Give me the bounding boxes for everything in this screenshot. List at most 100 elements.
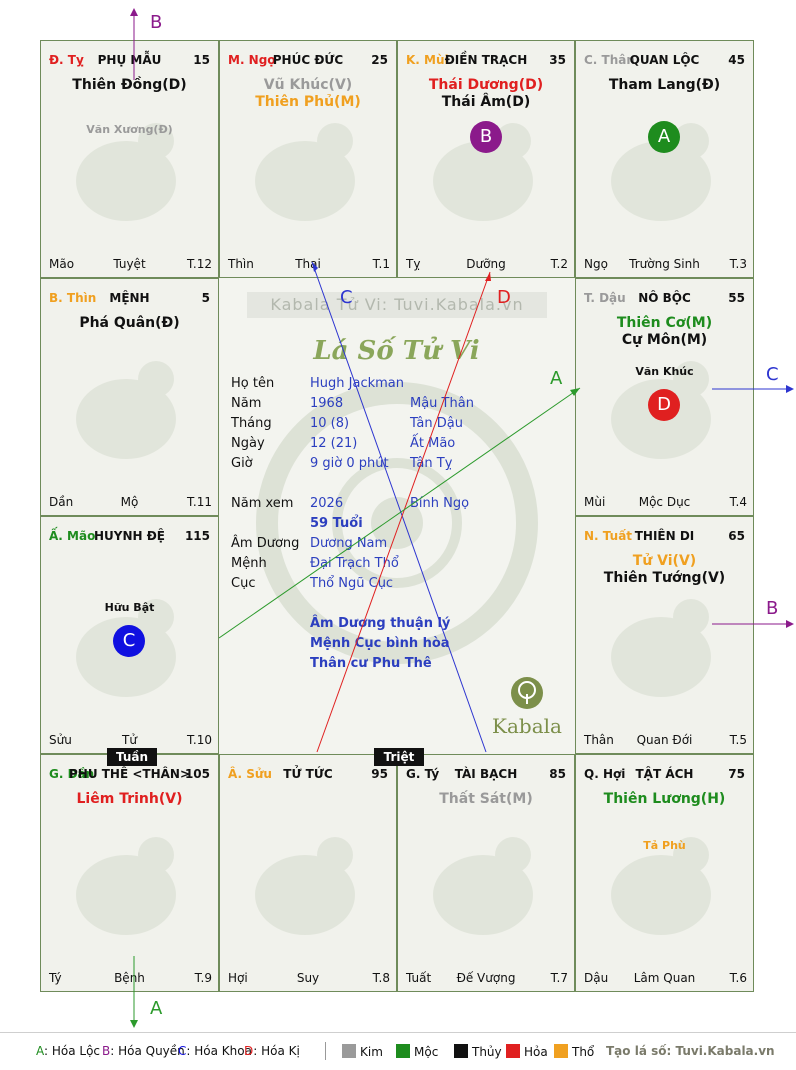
transform-badge-b: B (470, 121, 502, 153)
palace-age: 115 (184, 529, 210, 543)
info-label: Tháng (231, 416, 272, 431)
palace-month: T.7 (550, 971, 568, 985)
palace-name: PHÚC ĐỨC (272, 53, 344, 67)
element-swatch (342, 1044, 356, 1058)
palace-name: NÔ BỘC (638, 291, 691, 305)
palace-stem: T. Dậu (584, 291, 626, 305)
palace-month: T.4 (729, 495, 747, 509)
info-value: Hugh Jackman (310, 376, 404, 391)
palace-mao[interactable]: Ấ. Mão HUYNH ĐỆ 115 Hữu Bật Sửu Tử T.10 C (40, 516, 219, 754)
palace-stage: Bệnh (114, 971, 145, 985)
site-link[interactable]: Tạo lá số: Tuvi.Kabala.vn (606, 1044, 775, 1058)
palace-month: T.2 (550, 257, 568, 271)
palace-branch: Thân (584, 733, 614, 747)
palace-month: T.11 (187, 495, 212, 509)
note-line: Âm Dương thuận lý (310, 616, 451, 631)
info-value: 2026 (310, 496, 344, 511)
tuan-tag: Tuần (107, 748, 157, 766)
major-star: Thiên Lương(H) (603, 791, 726, 807)
transform-badge-a: A (648, 121, 680, 153)
legend-transform-a: A: Hóa Lộc (36, 1044, 101, 1058)
legend-separator (325, 1042, 326, 1060)
minor-star: Văn Khúc (635, 365, 694, 378)
label-b-right: B (766, 598, 779, 619)
palace-branch: Ngọ (584, 257, 608, 271)
element-swatch (396, 1044, 410, 1058)
palace-stem: K. Mùi (406, 53, 449, 67)
palace-stage: Đế Vượng (456, 971, 516, 985)
palace-tuat[interactable]: N. Tuất THIÊN DI 65 Tử Vi(V) Thiên Tướng(V) T… (575, 516, 754, 754)
palace-ti[interactable]: G. Tý TÀI BẠCH 85 Thất Sát(M) Tuất Đế Vượng T.… (397, 754, 575, 992)
palace-month: T.8 (372, 971, 390, 985)
palace-month: T.3 (729, 257, 747, 271)
palace-stage: Thai (295, 257, 321, 271)
palace-ty[interactable]: Đ. Tỵ PHỤ MẪU 15 Thiên Đồng(D) Văn Xương(Đ) M… (40, 40, 219, 278)
palace-age: 85 (549, 767, 566, 781)
palace-branch: Hợi (228, 971, 248, 985)
palace-stage: Trường Sinh (629, 257, 700, 271)
palace-age: 5 (201, 291, 210, 305)
palace-suu[interactable]: Â. Sửu TỬ TỨC 95 Hợi Suy T.8 (219, 754, 397, 992)
palace-name: TÀI BẠCH (454, 767, 518, 781)
palace-stem: M. Ngọ (228, 53, 276, 67)
label-c-line: C (340, 287, 353, 308)
label-a-bottom: A (150, 998, 163, 1019)
info-value: 59 Tuổi (310, 516, 363, 531)
palace-stage: Suy (296, 971, 320, 985)
info-value: 10 (8) (310, 416, 350, 431)
major-star: Cự Môn(M) (621, 332, 708, 348)
brand-name: Kabala (492, 714, 562, 738)
legend-transform-b: B: Hóa Quyền (102, 1044, 185, 1058)
major-star: Thiên Phủ(M) (255, 94, 361, 110)
info-label: Ngày (231, 436, 265, 451)
legend-transform-d: D: Hóa Kị (244, 1044, 300, 1058)
legend-element: Thủy (454, 1044, 502, 1059)
palace-name: QUAN LỘC (629, 53, 700, 67)
info-value: 1968 (310, 396, 344, 411)
zodiac-animal-icon (76, 123, 176, 221)
palace-stage: Dưỡng (466, 257, 506, 271)
palace-branch: Dậu (584, 971, 609, 985)
major-star: Thái Âm(D) (441, 94, 531, 110)
element-swatch (506, 1044, 520, 1058)
palace-stage: Mộ (120, 495, 139, 509)
info-value: Dương Nam (310, 536, 388, 551)
palace-hoi[interactable]: Q. Hợi TẬT ÁCH 75 Thiên Lương(H) Tả Phù Dậu Lâ… (575, 754, 754, 992)
major-star: Liêm Trinh(V) (76, 791, 183, 807)
palace-mui[interactable]: K. Mùi ĐIỀN TRẠCH 35 Thái Dương(D) Thái Âm(D… (397, 40, 575, 278)
minor-star: Hữu Bật (104, 601, 155, 614)
palace-thin[interactable]: B. Thìn MỆNH 5 Phá Quân(Đ) Dần Mộ T.11 (40, 278, 219, 516)
palace-month: T.6 (729, 971, 747, 985)
palace-name: THIÊN DI (634, 529, 695, 543)
zodiac-animal-icon (611, 599, 711, 697)
palace-name: PHỤ MẪU (97, 53, 162, 67)
palace-branch: Mão (49, 257, 75, 271)
major-star: Thiên Tướng(V) (603, 570, 726, 586)
transform-badge-d: D (648, 389, 680, 421)
palace-name: TẬT ÁCH (635, 767, 694, 781)
info-label: Cục (231, 576, 256, 591)
info-label: Họ tên (231, 376, 275, 391)
major-star: Phá Quân(Đ) (79, 315, 180, 331)
palace-age: 95 (371, 767, 388, 781)
zodiac-animal-icon (433, 123, 533, 221)
footer-divider (0, 1032, 796, 1033)
palace-dan[interactable]: G. Dần PHU THÊ <THÂN> 105 Liêm Trinh(V) Tý Bệ… (40, 754, 219, 992)
palace-name: MỆNH (109, 291, 150, 305)
palace-than[interactable]: C. Thân QUAN LỘC 45 Tham Lang(Đ) Ngọ Trường S… (575, 40, 754, 278)
palace-branch: Thìn (228, 257, 254, 271)
palace-stage: Mộc Dục (638, 495, 691, 509)
label-a-line: A (550, 368, 563, 389)
palace-dau[interactable]: T. Dậu NÔ BỘC 55 Thiên Cơ(M) Cự Môn(M) Văn Kh… (575, 278, 754, 516)
palace-month: T.12 (187, 257, 212, 271)
palace-stem: Â. Sửu (228, 767, 272, 781)
palace-age: 15 (193, 53, 210, 67)
palace-ngo[interactable]: M. Ngọ PHÚC ĐỨC 25 Vũ Khúc(V) Thiên Phủ(M) Th… (219, 40, 397, 278)
zodiac-animal-icon (76, 361, 176, 459)
palace-branch: Dần (49, 495, 74, 509)
palace-stage: Quan Đới (636, 733, 693, 747)
center-info-panel: Kabala Tử Vi: Tuvi.Kabala.vn Lá Số Tử Vi… (219, 278, 574, 752)
palace-age: 65 (728, 529, 745, 543)
major-star: Vũ Khúc(V) (263, 77, 353, 93)
palace-name: TỬ TỨC (283, 767, 333, 781)
